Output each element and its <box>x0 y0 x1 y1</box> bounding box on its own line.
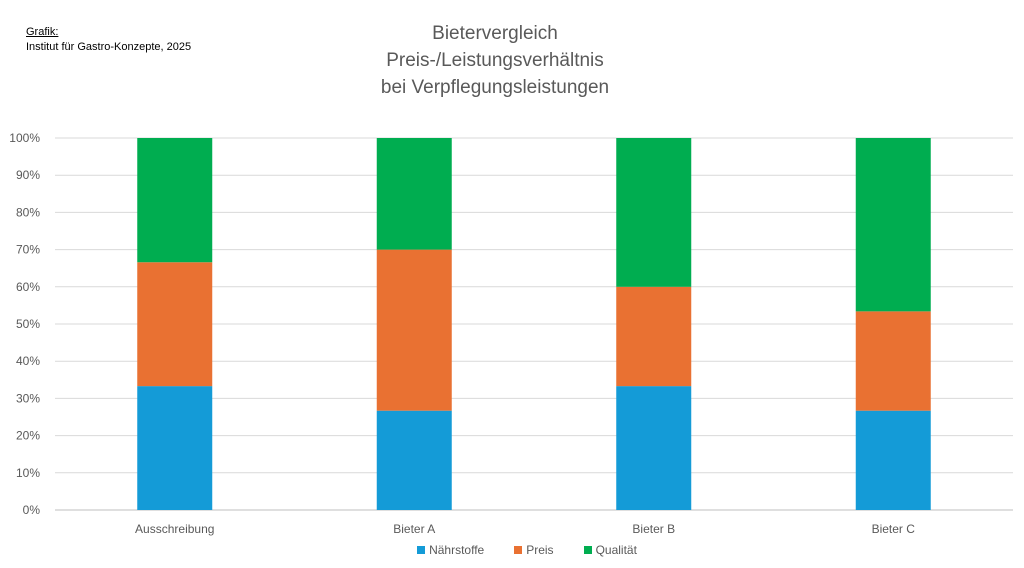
x-tick-label: Bieter B <box>632 522 675 536</box>
y-tick-label: 80% <box>16 205 40 219</box>
legend: Nährstoffe Preis Qualität <box>0 543 1024 557</box>
legend-label: Preis <box>526 543 554 557</box>
x-tick-label: Bieter C <box>872 522 916 536</box>
bar-segment <box>137 262 213 387</box>
y-tick-label: 90% <box>16 168 40 182</box>
legend-swatch <box>583 546 592 554</box>
legend-swatch <box>514 546 523 554</box>
chart-title-line-3: bei Verpflegungsleistungen <box>380 77 610 98</box>
legend-swatch <box>417 546 426 554</box>
bar-stack <box>855 138 931 510</box>
x-axis-ticks: Ausschreibung Bieter A Bieter B Bieter C <box>135 522 915 536</box>
chart-title: Bietervergleich Preis-/Leistungsverhältn… <box>300 20 690 101</box>
source-text: Institut für Gastro-Konzepte, 2025 <box>26 41 192 53</box>
y-tick-label: 100% <box>9 131 40 145</box>
source-note: Grafik: Institut für Gastro-Konzepte, 20… <box>26 25 191 55</box>
bar-segment <box>376 138 452 250</box>
bar-segment <box>616 286 692 387</box>
x-tick-label: Bieter A <box>393 522 435 536</box>
legend-item: Qualität <box>583 543 637 557</box>
source-label: Grafik: <box>26 26 59 38</box>
y-tick-label: 60% <box>16 280 40 294</box>
bar-segment <box>137 386 213 510</box>
y-tick-label: 10% <box>16 466 40 480</box>
y-tick-label: 20% <box>16 429 40 443</box>
bar-segment <box>616 138 692 287</box>
bar-stack <box>616 138 692 510</box>
legend-item: Preis <box>514 543 554 557</box>
bars <box>137 138 931 510</box>
legend-label: Qualität <box>595 543 637 557</box>
bar-segment <box>137 138 213 263</box>
bar-segment <box>616 386 692 510</box>
legend-item: Nährstoffe <box>417 543 484 557</box>
y-tick-label: 70% <box>16 243 40 257</box>
chart-title-line-2: Preis-/Leistungsverhältnis <box>386 50 604 71</box>
y-tick-label: 40% <box>16 354 40 368</box>
y-tick-label: 50% <box>16 317 40 331</box>
y-tick-label: 0% <box>23 503 41 517</box>
chart-title-line-1: Bietervergleich <box>432 23 558 44</box>
legend-label: Nährstoffe <box>429 543 485 557</box>
bar-segment <box>376 249 452 411</box>
x-tick-label: Ausschreibung <box>135 522 214 536</box>
bar-segment <box>855 311 931 411</box>
bar-segment <box>855 138 931 312</box>
bar-segment <box>376 410 452 510</box>
y-tick-label: 30% <box>16 391 40 405</box>
bar-segment <box>855 410 931 510</box>
y-axis-ticks: 0% 10% 20% 30% 40% 50% 60% 70% 80% 90% 100% <box>9 131 40 517</box>
gridlines <box>55 137 1013 511</box>
bar-stack <box>376 138 452 510</box>
bar-stack <box>137 138 213 510</box>
